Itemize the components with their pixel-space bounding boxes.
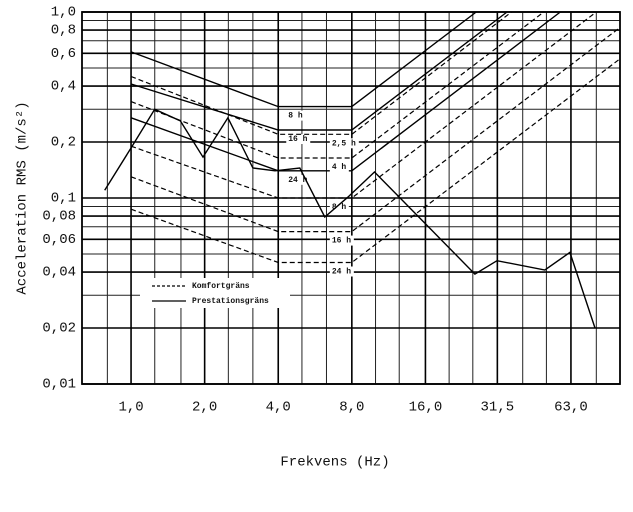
y-axis-title: Acceleration RMS (m/s²) xyxy=(15,101,31,294)
legend: Komfortgräns Prestationsgräns xyxy=(140,278,290,308)
y-tick-label: 0,06 xyxy=(42,232,76,248)
curve-label: 24 h xyxy=(288,176,307,185)
x-tick-label: 8,0 xyxy=(339,400,364,416)
curve-label: 24 h xyxy=(332,268,351,277)
label-bg xyxy=(286,174,311,185)
curve xyxy=(130,11,508,131)
x-tick-label: 31,5 xyxy=(481,400,515,416)
curve-label: 4 h xyxy=(332,163,347,172)
x-tick-label: 63,0 xyxy=(554,400,588,416)
y-tick-label: 0,01 xyxy=(42,377,76,393)
legend-box xyxy=(140,278,290,308)
label-bg xyxy=(329,235,354,246)
curve xyxy=(130,58,621,264)
y-tick-label: 0,1 xyxy=(51,191,76,207)
label-bg xyxy=(286,110,306,121)
label-bg xyxy=(286,134,311,145)
curve xyxy=(130,27,621,233)
label-bg xyxy=(329,138,359,149)
x-tick-label: 1,0 xyxy=(118,400,143,416)
legend-label: Prestationsgräns xyxy=(192,297,269,306)
plot-frame xyxy=(81,11,621,385)
y-tick-label: 0,4 xyxy=(51,79,76,95)
label-bg xyxy=(329,162,349,173)
label-bg xyxy=(329,266,354,277)
curve-label: 16 h xyxy=(288,135,307,144)
curve-label: 8 h xyxy=(288,112,303,121)
curve xyxy=(130,11,545,159)
y-tick-label: 0,04 xyxy=(42,265,76,281)
y-tick-label: 0,6 xyxy=(51,46,76,62)
legend-label: Komfortgräns xyxy=(192,282,250,291)
x-axis-title: Frekvens (Hz) xyxy=(280,455,389,471)
y-tick-label: 0,02 xyxy=(42,321,76,337)
x-tick-label: 16,0 xyxy=(409,400,443,416)
curve-label: 8 h xyxy=(332,203,347,212)
x-tick-label: 2,0 xyxy=(192,400,217,416)
y-tick-label: 1,0 xyxy=(51,5,76,21)
curve xyxy=(130,11,477,108)
curve xyxy=(130,11,512,135)
curve-label: 16 h xyxy=(332,237,351,246)
label-bg xyxy=(329,202,349,212)
y-tick-label: 0,8 xyxy=(51,23,76,39)
curve xyxy=(104,108,596,329)
y-tick-label: 0,08 xyxy=(42,209,76,225)
curve-label: 2,5 h xyxy=(332,139,356,148)
x-tick-label: 4,0 xyxy=(266,400,291,416)
curve xyxy=(130,11,561,172)
y-tick-label: 0,2 xyxy=(51,135,76,151)
